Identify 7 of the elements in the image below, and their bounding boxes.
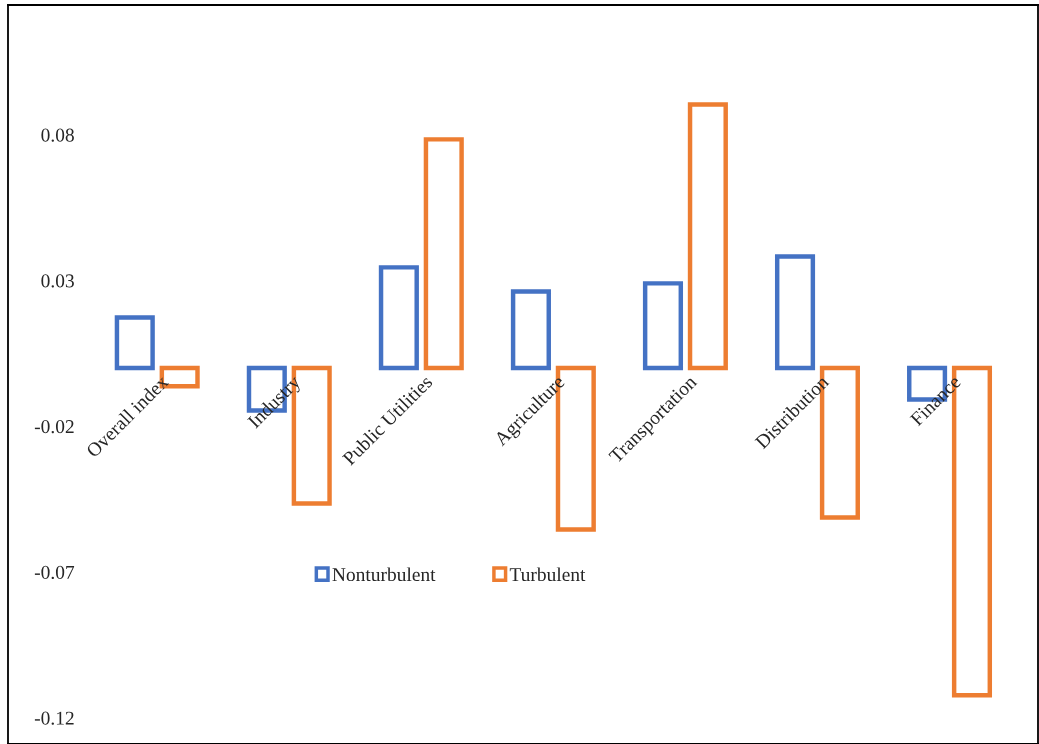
legend-label: Turbulent bbox=[509, 567, 586, 582]
y-tick-label: -0.07 bbox=[34, 565, 75, 580]
y-tick-label: -0.02 bbox=[34, 420, 74, 434]
y-tick-label: 0.08 bbox=[41, 128, 74, 142]
legend-label: Nonturbulent bbox=[332, 567, 436, 582]
y-tick-label: -0.12 bbox=[34, 711, 74, 725]
y-tick-label: 0.03 bbox=[41, 274, 74, 288]
